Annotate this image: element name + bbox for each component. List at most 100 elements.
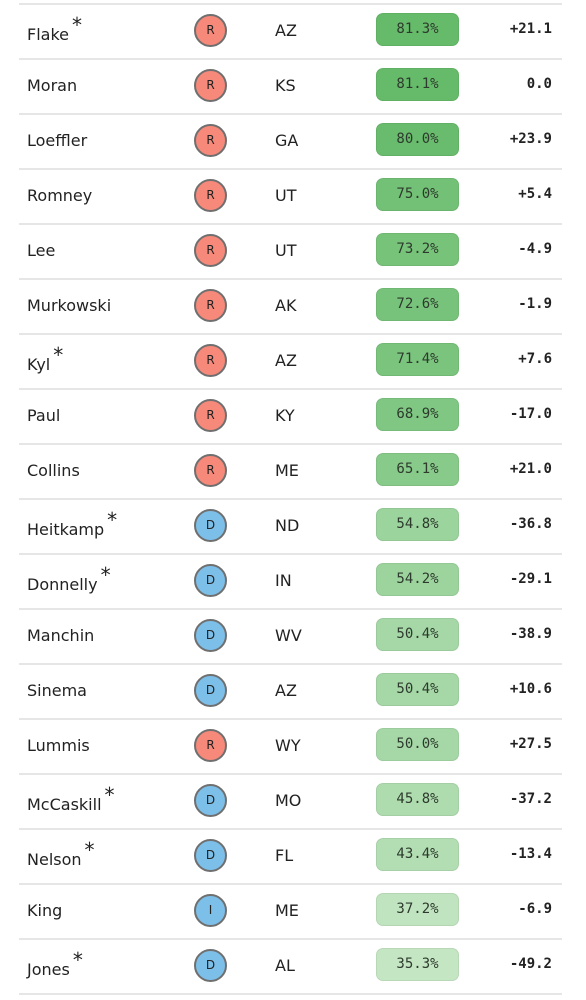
score-cell: 73.2% — [376, 233, 459, 266]
senator-name-text: Moran — [27, 76, 78, 95]
table-row: Flake * R AZ 81.3% +21.1 — [19, 3, 562, 58]
senator-name-text: Lummis — [27, 736, 90, 755]
state-code: ND — [275, 516, 300, 535]
score-cell: 54.8% — [376, 508, 459, 541]
party-badge: R — [194, 124, 227, 157]
party-badge: D — [194, 949, 227, 982]
table-row: Collins R ME 65.1% +21.0 — [19, 443, 562, 498]
score-cell: 71.4% — [376, 343, 459, 376]
senator-name: Lummis — [27, 736, 90, 755]
state-code: AZ — [275, 21, 297, 40]
score-cell: 37.2% — [376, 893, 459, 926]
state-code: KS — [275, 76, 296, 95]
table-row: Loeffler R GA 80.0% +23.9 — [19, 113, 562, 168]
senator-name: Flake * — [27, 13, 82, 45]
score-cell: 50.4% — [376, 673, 459, 706]
senator-name: Manchin — [27, 626, 94, 645]
party-badge: R — [194, 289, 227, 322]
senator-name: Paul — [27, 406, 60, 425]
party-badge: D — [194, 839, 227, 872]
asterisk-marker: * — [107, 508, 118, 532]
margin-value: +10.6 — [509, 681, 552, 697]
senator-name: Moran — [27, 76, 77, 95]
senator-name: King — [27, 901, 62, 920]
party-badge: R — [194, 179, 227, 212]
margin-value: +21.1 — [509, 21, 552, 37]
margin-value: -4.9 — [518, 241, 552, 257]
state-code: KY — [275, 406, 295, 425]
state-code: ME — [275, 461, 299, 480]
party-badge: R — [194, 729, 227, 762]
senator-name: Kyl * — [27, 343, 63, 375]
senator-name: Loeffler — [27, 131, 87, 150]
senator-name: Murkowski — [27, 296, 111, 315]
senator-name-text: Lee — [27, 241, 56, 260]
table-row: Paul R KY 68.9% -17.0 — [19, 388, 562, 443]
senator-name-text: Flake — [27, 25, 69, 44]
table-row: Murkowski R AK 72.6% -1.9 — [19, 278, 562, 333]
score-cell: 45.8% — [376, 783, 459, 816]
table-row: Manchin D WV 50.4% -38.9 — [19, 608, 562, 663]
senator-name-text: Manchin — [27, 626, 95, 645]
margin-value: 0.0 — [526, 76, 552, 92]
party-badge: R — [194, 234, 227, 267]
state-code: WY — [275, 736, 301, 755]
score-cell: 43.4% — [376, 838, 459, 871]
party-badge: R — [194, 69, 227, 102]
score-cell: 68.9% — [376, 398, 459, 431]
senator-name-text: Sinema — [27, 681, 87, 700]
party-badge: D — [194, 564, 227, 597]
score-cell: 81.3% — [376, 13, 459, 46]
margin-value: -1.9 — [518, 296, 552, 312]
party-badge: I — [194, 894, 227, 927]
margin-value: -17.0 — [509, 406, 552, 422]
table-row: Moran R KS 81.1% 0.0 — [19, 58, 562, 113]
asterisk-marker: * — [72, 13, 82, 37]
senator-name-text: Loeffler — [27, 131, 88, 150]
table-row: Sinema D AZ 50.4% +10.6 — [19, 663, 562, 718]
senator-name: Jones * — [27, 948, 83, 980]
party-badge: R — [194, 454, 227, 487]
margin-value: -49.2 — [509, 956, 552, 972]
state-code: FL — [275, 846, 294, 865]
score-cell: 80.0% — [376, 123, 459, 156]
margin-value: +7.6 — [518, 351, 552, 367]
asterisk-marker: * — [53, 343, 64, 367]
table-row: Heitkamp * D ND 54.8% -36.8 — [19, 498, 562, 553]
score-cell: 81.1% — [376, 68, 459, 101]
party-badge: D — [194, 784, 227, 817]
senator-name: Sinema — [27, 681, 87, 700]
score-cell: 50.0% — [376, 728, 459, 761]
senator-name-text: Donnelly — [27, 575, 98, 594]
party-badge: R — [194, 344, 227, 377]
margin-value: +21.0 — [509, 461, 552, 477]
senator-name: McCaskill * — [27, 783, 115, 815]
margin-value: -6.9 — [518, 901, 552, 917]
margin-value: +23.9 — [509, 131, 552, 147]
senator-name-text: Paul — [27, 406, 61, 425]
table-row: McCaskill * D MO 45.8% -37.2 — [19, 773, 562, 828]
senator-name: Lee — [27, 241, 55, 260]
state-code: MO — [275, 791, 302, 810]
senator-name: Collins — [27, 461, 80, 480]
margin-value: -36.8 — [509, 516, 552, 532]
margin-value: -38.9 — [509, 626, 552, 642]
state-code: AL — [275, 956, 295, 975]
state-code: IN — [275, 571, 292, 590]
table-row: Lee R UT 73.2% -4.9 — [19, 223, 562, 278]
margin-value: +27.5 — [509, 736, 552, 752]
senator-name-text: Jones — [27, 960, 70, 979]
asterisk-marker: * — [72, 948, 83, 972]
senator-name-text: Heitkamp — [27, 520, 105, 539]
score-cell: 50.4% — [376, 618, 459, 651]
state-code: WV — [275, 626, 302, 645]
senator-name: Heitkamp * — [27, 508, 117, 540]
state-code: AZ — [275, 681, 297, 700]
score-cell: 72.6% — [376, 288, 459, 321]
senator-name: Romney — [27, 186, 92, 205]
senator-name: Nelson * — [27, 838, 95, 870]
senator-name-text: Nelson — [27, 850, 82, 869]
score-cell: 65.1% — [376, 453, 459, 486]
state-code: UT — [275, 241, 297, 260]
party-badge: D — [194, 509, 227, 542]
